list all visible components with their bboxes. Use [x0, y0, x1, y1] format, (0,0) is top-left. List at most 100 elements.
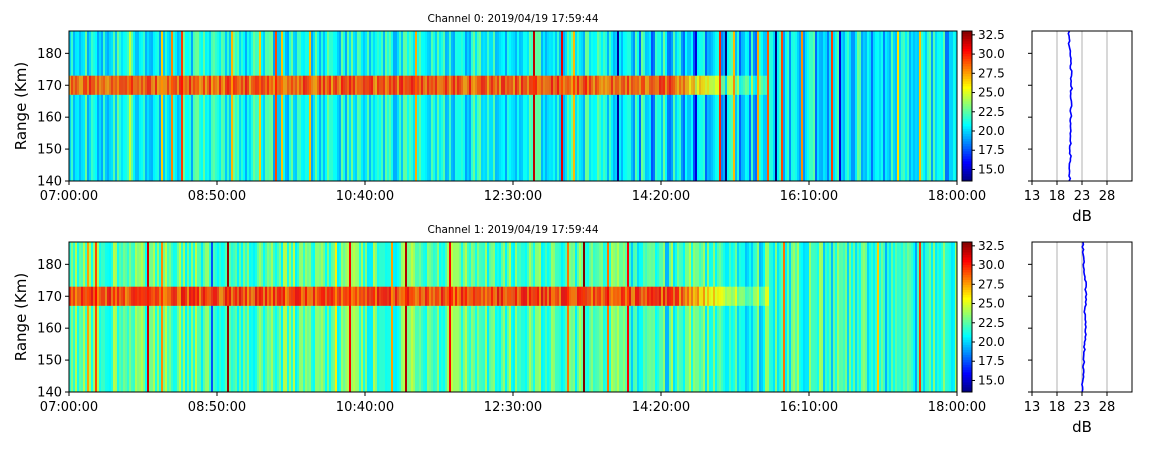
heatmap-column	[239, 242, 242, 392]
echo-layer-cell	[143, 286, 146, 306]
heatmap-column	[643, 242, 646, 392]
echo-layer-cell	[565, 286, 568, 306]
echo-layer-cell	[187, 286, 190, 306]
echo-layer-cell	[331, 286, 334, 306]
echo-layer-cell	[115, 75, 118, 95]
heatmap-column	[91, 242, 94, 392]
heatmap-column	[339, 242, 342, 392]
heatmap-column	[359, 31, 362, 181]
colorbar-segment	[962, 302, 972, 305]
echo-layer-cell	[79, 75, 82, 95]
heatmap-column	[657, 31, 660, 181]
heatmap-column	[369, 31, 372, 181]
echo-layer-cell	[429, 75, 432, 95]
echo-layer-cell	[533, 75, 536, 95]
heatmap-column	[565, 31, 568, 181]
heatmap-column	[861, 242, 864, 392]
colorbar-segment	[962, 36, 972, 39]
heatmap-column	[489, 242, 492, 392]
echo-layer-cell	[139, 286, 142, 306]
echo-layer-cell	[147, 75, 150, 95]
heatmap-column	[501, 242, 504, 392]
heatmap-column	[707, 242, 710, 392]
echo-layer-cell	[427, 286, 430, 306]
heatmap-column	[857, 31, 860, 181]
heatmap-column	[825, 242, 828, 392]
colorbar-segment	[962, 118, 972, 122]
echo-layer-cell	[731, 75, 734, 95]
heatmap-column	[923, 31, 926, 181]
echo-layer-cell	[261, 75, 264, 95]
heatmap-column	[253, 31, 256, 181]
colorbar-segment	[962, 244, 972, 248]
heatmap-column	[899, 31, 902, 181]
echo-layer-cell	[675, 75, 678, 95]
echo-layer-cell	[211, 286, 214, 306]
echo-layer-cell	[623, 286, 626, 306]
heatmap-column	[455, 31, 458, 181]
heatmap-column	[145, 242, 148, 392]
echo-layer-cell	[607, 286, 610, 306]
echo-layer-cell	[405, 286, 408, 306]
heatmap-column	[839, 31, 842, 181]
heatmap-column	[223, 31, 226, 181]
heatmap-column	[579, 242, 582, 392]
heatmap-column	[561, 242, 564, 392]
echo-layer-cell	[563, 75, 566, 95]
echo-layer-cell	[179, 286, 182, 306]
echo-layer-cell	[169, 286, 172, 306]
heatmap-column	[135, 242, 138, 392]
colorbar-segment	[962, 143, 972, 147]
echo-layer-cell	[541, 75, 544, 95]
echo-layer-cell	[159, 75, 162, 95]
echo-layer-cell	[633, 286, 636, 306]
echo-layer-cell	[91, 75, 94, 95]
heatmap-column	[131, 31, 134, 181]
heatmap-column	[429, 31, 432, 181]
echo-layer-cell	[509, 286, 512, 306]
heatmap-column	[97, 31, 100, 181]
colorbar-segment	[962, 126, 972, 129]
heatmap-column	[371, 242, 374, 392]
echo-layer-cell	[265, 286, 268, 306]
echo-layer-cell	[155, 75, 158, 95]
heatmap-column	[931, 242, 934, 392]
heatmap-column	[633, 242, 636, 392]
heatmap-column	[727, 31, 730, 181]
echo-layer-cell	[321, 75, 324, 95]
heatmap-column	[319, 242, 322, 392]
heatmap-column	[333, 242, 336, 392]
echo-layer-cell	[393, 75, 396, 95]
echo-layer-cell	[331, 75, 334, 95]
colorbar-frame	[961, 241, 973, 393]
heatmap-column	[73, 31, 76, 181]
echo-layer-cell	[633, 75, 636, 95]
echo-layer-cell	[631, 75, 634, 95]
heatmap-column	[683, 31, 686, 181]
heatmap-column	[283, 31, 286, 181]
echo-layer-cell	[247, 286, 250, 306]
echo-layer-cell	[765, 75, 768, 95]
heatmap-column	[143, 31, 146, 181]
heatmap-column	[407, 242, 410, 392]
echo-layer-cell	[715, 75, 718, 95]
heatmap-column	[585, 242, 588, 392]
heatmap-column	[947, 31, 950, 181]
heatmap-column	[867, 31, 870, 181]
echo-layer-cell	[643, 75, 646, 95]
heatmap-column	[287, 31, 290, 181]
echo-layer-cell	[477, 75, 480, 95]
heatmap-column	[475, 242, 478, 392]
echo-layer-cell	[419, 75, 422, 95]
echo-layer-cell	[635, 75, 638, 95]
echo-layer-cell	[723, 286, 726, 306]
echo-layer-cell	[419, 286, 422, 306]
heatmap-column	[653, 31, 656, 181]
echo-layer-cell	[281, 75, 284, 95]
heatmap-column	[741, 31, 744, 181]
heatmap-column	[307, 242, 310, 392]
heatmap-column	[157, 31, 160, 181]
echo-layer-cell	[759, 286, 762, 306]
heatmap-column	[897, 242, 900, 392]
